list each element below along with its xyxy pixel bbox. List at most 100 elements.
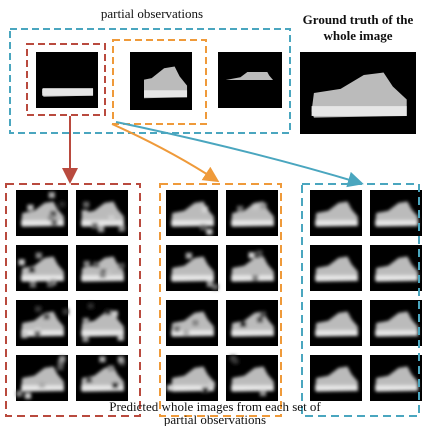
noise (207, 281, 213, 287)
noise (260, 203, 266, 209)
noise (118, 335, 124, 341)
noise (118, 356, 124, 362)
noise (240, 321, 246, 327)
thumbnail (300, 52, 416, 134)
sole (375, 330, 418, 336)
thumbnail (166, 355, 218, 401)
noise (108, 365, 114, 371)
noise (257, 317, 263, 323)
mask (36, 52, 98, 88)
sole (315, 330, 358, 336)
thumbnail (226, 190, 278, 236)
sole (375, 275, 418, 281)
thumbnail (76, 245, 128, 291)
noise (252, 275, 258, 281)
thumbnail (16, 300, 69, 346)
thumbnail (310, 355, 362, 401)
noise (84, 261, 90, 267)
noise (183, 329, 189, 335)
noise (35, 306, 41, 312)
noise (19, 259, 25, 265)
noise (112, 382, 118, 388)
noise (167, 385, 173, 391)
noise (49, 192, 55, 198)
noise (209, 382, 215, 388)
thumbnail (166, 245, 218, 291)
thumbnail (16, 245, 68, 291)
noise (63, 309, 69, 315)
partial-label: partial observations (101, 6, 203, 21)
noise (112, 311, 118, 317)
noise (86, 377, 92, 383)
mask (218, 52, 282, 72)
noise (249, 252, 255, 258)
noise (260, 390, 266, 396)
sole (375, 220, 418, 226)
sole (81, 220, 124, 226)
sole (171, 220, 214, 226)
noise (202, 206, 208, 212)
noise (83, 202, 89, 208)
noise (21, 332, 27, 338)
sole (21, 220, 64, 226)
ground-truth-label: Ground truth of the (303, 12, 414, 27)
thumbnail (76, 300, 128, 346)
noise (82, 336, 88, 342)
thumbnail (76, 355, 128, 401)
noise (260, 311, 266, 317)
sole (315, 275, 358, 281)
noise (25, 393, 31, 399)
thumbnail (370, 245, 422, 291)
thumbnail (310, 190, 362, 236)
thumbnail (166, 300, 218, 346)
noise (29, 267, 35, 273)
noise (106, 270, 112, 276)
noise (200, 224, 206, 230)
noise (174, 326, 180, 332)
noise (237, 206, 243, 212)
thumbnail (370, 355, 422, 401)
sole (231, 220, 274, 226)
sole (231, 385, 274, 391)
noise (119, 226, 125, 232)
sole (315, 385, 358, 391)
thumbnail (16, 355, 68, 401)
noise (92, 223, 98, 229)
noise (100, 272, 106, 278)
thumbnail (310, 245, 362, 291)
thumbnail (226, 300, 278, 346)
noise (36, 253, 42, 259)
noise (206, 229, 212, 235)
noise (59, 356, 65, 362)
sole (81, 330, 124, 336)
sole (231, 330, 274, 336)
noise (59, 201, 65, 207)
sole (21, 275, 64, 281)
sole (42, 89, 93, 96)
noise (30, 282, 36, 288)
thumbnail (370, 300, 422, 346)
thumbnail (166, 190, 218, 236)
thumbnail (226, 245, 278, 291)
thumbnail (310, 300, 362, 346)
sole (315, 220, 358, 226)
ground-truth-label: whole image (324, 28, 393, 43)
noise (186, 253, 192, 259)
noise (83, 318, 89, 324)
thumbnail (226, 355, 278, 401)
sole (171, 275, 214, 281)
noise (48, 215, 54, 221)
noise (99, 356, 105, 362)
caption: partial observations (164, 412, 266, 426)
noise (43, 314, 49, 320)
noise (47, 281, 53, 287)
noise (202, 387, 208, 393)
noise (39, 382, 45, 388)
mask (130, 52, 144, 110)
thumbnail (16, 190, 68, 236)
noise (256, 250, 262, 256)
noise (192, 320, 198, 326)
figure: partial observations Ground truth of the… (0, 0, 425, 426)
mask (218, 80, 282, 108)
noise (34, 331, 40, 337)
